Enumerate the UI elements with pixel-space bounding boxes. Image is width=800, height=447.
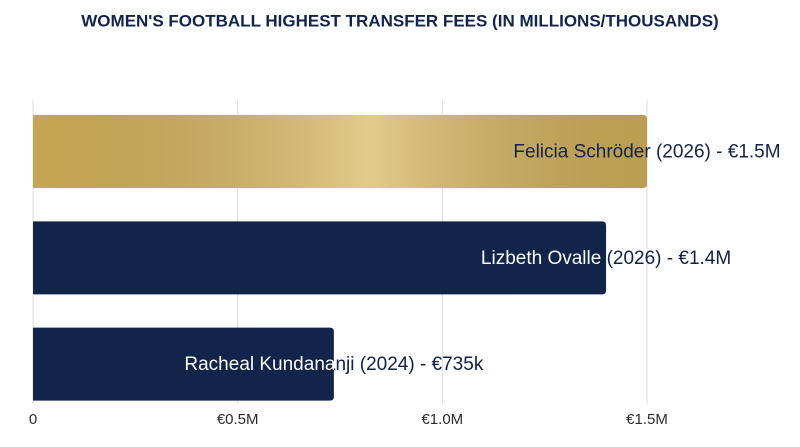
x-tick-label: €1.0M (421, 411, 463, 428)
value-label: Racheal Kundananji (2024) - €735k (184, 354, 483, 375)
x-tick-label: €0.5M (217, 411, 259, 428)
x-tick-label: €1.5M (626, 411, 668, 428)
chart-title: WOMEN'S FOOTBALL HIGHEST TRANSFER FEES (… (81, 11, 718, 30)
bar-sheen (33, 115, 647, 188)
bar (33, 327, 334, 401)
value-label: Felicia Schröder (2026) - €1.5M (513, 142, 780, 163)
value-label: Lizbeth Ovalle (2026) - €1.4M (481, 248, 731, 269)
x-tick-label: 0 (29, 411, 37, 428)
bar (33, 221, 607, 295)
